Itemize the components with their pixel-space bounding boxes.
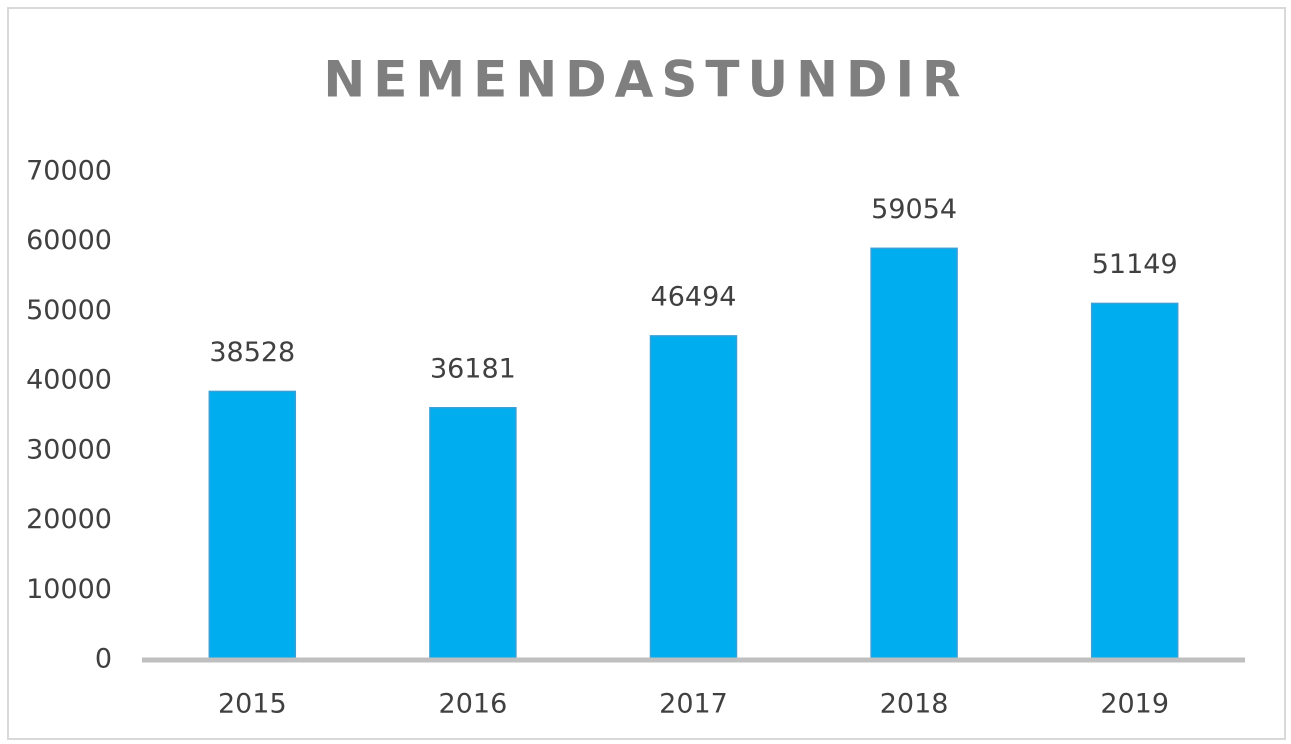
data-label: 59054 bbox=[871, 194, 957, 225]
x-tick-label: 2019 bbox=[1100, 689, 1169, 720]
bar bbox=[208, 390, 297, 661]
x-tick-label: 2017 bbox=[659, 689, 728, 720]
y-tick-label: 40000 bbox=[26, 365, 112, 396]
y-tick-label: 10000 bbox=[26, 574, 112, 605]
x-tick-label: 2016 bbox=[439, 689, 508, 720]
bar bbox=[870, 247, 958, 661]
data-label: 38528 bbox=[209, 337, 295, 368]
y-tick-label: 70000 bbox=[26, 156, 112, 187]
y-tick-label: 20000 bbox=[26, 504, 112, 535]
data-label: 46494 bbox=[651, 281, 737, 312]
bar bbox=[649, 335, 738, 661]
bar bbox=[1090, 302, 1179, 661]
data-label: 36181 bbox=[430, 353, 516, 384]
chart-title: NEMENDASTUNDIR bbox=[323, 51, 968, 109]
bar bbox=[429, 407, 517, 661]
y-tick-label: 60000 bbox=[26, 225, 112, 256]
y-tick-label: 0 bbox=[95, 644, 112, 675]
data-label: 51149 bbox=[1092, 249, 1178, 280]
x-tick-label: 2018 bbox=[880, 689, 949, 720]
y-tick-label: 30000 bbox=[26, 434, 112, 465]
y-tick-label: 50000 bbox=[26, 295, 112, 326]
x-tick-label: 2015 bbox=[218, 689, 287, 720]
